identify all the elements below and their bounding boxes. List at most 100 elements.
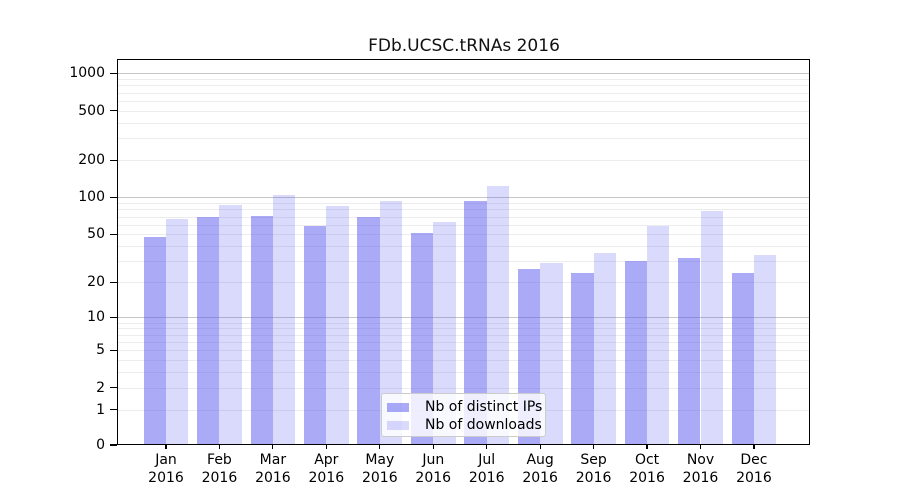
gridline-80 <box>118 209 809 211</box>
x-tick-label-aug: Aug 2016 <box>522 452 558 486</box>
y-tick-label-5: 5 <box>96 342 105 359</box>
bar-downloads-may <box>379 200 403 444</box>
y-tick-label-1000: 1000 <box>69 65 105 82</box>
gridline-8 <box>118 328 809 330</box>
gridline-7 <box>118 334 809 336</box>
y-tick-mark-10 <box>110 316 117 319</box>
x-tick-label-oct: Oct 2016 <box>629 452 665 486</box>
y-tick-label-10: 10 <box>87 309 105 326</box>
bar-downloads-feb <box>219 204 242 444</box>
gridline-500 <box>118 110 809 112</box>
gridline-9 <box>118 322 809 324</box>
y-tick-label-200: 200 <box>78 152 105 169</box>
x-tick-label-nov: Nov 2016 <box>682 452 719 486</box>
bar-downloads-mar <box>272 195 296 444</box>
x-tick-label-dec: Dec 2016 <box>736 452 772 486</box>
y-tick-mark-20 <box>110 281 117 284</box>
x-tick-label-mar: Mar 2016 <box>255 452 291 486</box>
x-tick-mark-nov <box>699 445 702 449</box>
x-tick-mark-aug <box>539 445 541 449</box>
legend-row-downloads: Nb of downloads <box>382 416 545 434</box>
legend-label: Nb of downloads <box>425 417 542 433</box>
x-tick-mark-feb <box>218 445 221 449</box>
y-tick-mark-0 <box>110 444 117 446</box>
x-tick-mark-mar <box>272 445 274 449</box>
gridline-3 <box>118 372 809 374</box>
bar-downloads-nov <box>700 211 723 444</box>
bar-distinct-ips-dec <box>731 273 754 444</box>
y-tick-label-50: 50 <box>87 226 105 243</box>
gridline-100 <box>118 197 809 199</box>
x-tick-mark-may <box>379 445 381 449</box>
y-tick-mark-1 <box>110 409 117 411</box>
x-tick-mark-jun <box>432 445 434 449</box>
bar-distinct-ips-oct <box>624 261 648 444</box>
bar-distinct-ips-jan <box>143 236 166 444</box>
gridline-400 <box>118 122 809 124</box>
y-tick-mark-100 <box>110 196 117 199</box>
bar-distinct-ips-apr <box>303 225 327 444</box>
y-tick-label-20: 20 <box>87 274 105 291</box>
bar-distinct-ips-sep <box>571 273 594 444</box>
bar-downloads-dec <box>753 254 777 444</box>
x-tick-label-jun: Jun 2016 <box>415 452 452 486</box>
x-tick-mark-sep <box>593 445 595 449</box>
x-tick-mark-jul <box>486 445 488 449</box>
gridline-2 <box>118 387 809 389</box>
y-tick-mark-2 <box>110 387 117 389</box>
gridline-30 <box>118 261 809 263</box>
y-tick-mark-5 <box>110 349 117 351</box>
bar-downloads-oct <box>647 225 670 444</box>
y-tick-label-0: 0 <box>96 437 105 453</box>
legend-swatch-downloads <box>387 420 409 430</box>
gridline-300 <box>118 138 809 140</box>
x-tick-label-sep: Sep 2016 <box>575 452 612 486</box>
y-tick-mark-500 <box>110 110 117 112</box>
chart-title: FDb.UCSC.tRNAs 2016 <box>368 36 560 56</box>
gridline-70 <box>118 216 809 218</box>
y-tick-label-1: 1 <box>96 401 105 418</box>
gridline-6 <box>118 341 809 343</box>
bar-downloads-sep <box>593 253 616 444</box>
gridline-90 <box>118 203 809 205</box>
x-tick-label-feb: Feb 2016 <box>201 452 238 486</box>
bar-distinct-ips-mar <box>250 215 273 444</box>
gridline-900 <box>118 79 809 81</box>
bar-downloads-jan <box>166 218 189 444</box>
gridline-200 <box>118 160 809 162</box>
bar-distinct-ips-may <box>357 216 380 444</box>
gridline-600 <box>118 100 809 102</box>
bar-downloads-apr <box>326 206 349 444</box>
x-tick-label-apr: Apr 2016 <box>308 452 345 486</box>
legend-label: Nb of distinct IPs <box>425 399 543 415</box>
legend-swatch-distinct-ips <box>387 402 409 412</box>
x-tick-mark-oct <box>646 445 648 449</box>
bar-distinct-ips-nov <box>678 257 701 444</box>
y-tick-label-2: 2 <box>96 379 105 396</box>
bar-distinct-ips-jul <box>464 201 487 444</box>
legend: Nb of distinct IPs Nb of downloads <box>381 393 546 437</box>
bar-distinct-ips-feb <box>197 216 220 444</box>
y-tick-mark-50 <box>110 233 117 236</box>
gridline-800 <box>118 85 809 87</box>
gridline-4 <box>118 360 809 362</box>
gridline-10 <box>118 317 809 319</box>
bar-downloads-jul <box>486 186 510 444</box>
y-tick-mark-200 <box>110 159 117 161</box>
gridline-60 <box>118 224 809 226</box>
x-tick-mark-jan <box>165 445 167 449</box>
legend-row-distinct-ips: Nb of distinct IPs <box>382 398 545 416</box>
bar-downloads-jun <box>433 222 456 444</box>
x-tick-label-jul: Jul 2016 <box>468 452 505 486</box>
x-tick-mark-apr <box>325 445 327 449</box>
x-tick-label-jan: Jan 2016 <box>148 452 184 486</box>
bar-distinct-ips-jun <box>410 233 434 444</box>
gridline-5 <box>118 350 809 352</box>
gridline-1000 <box>118 73 809 75</box>
y-tick-mark-1000 <box>110 72 117 74</box>
gridline-40 <box>118 246 809 248</box>
gridline-20 <box>118 282 809 284</box>
x-tick-label-may: May 2016 <box>361 452 398 486</box>
gridline-700 <box>118 92 809 94</box>
